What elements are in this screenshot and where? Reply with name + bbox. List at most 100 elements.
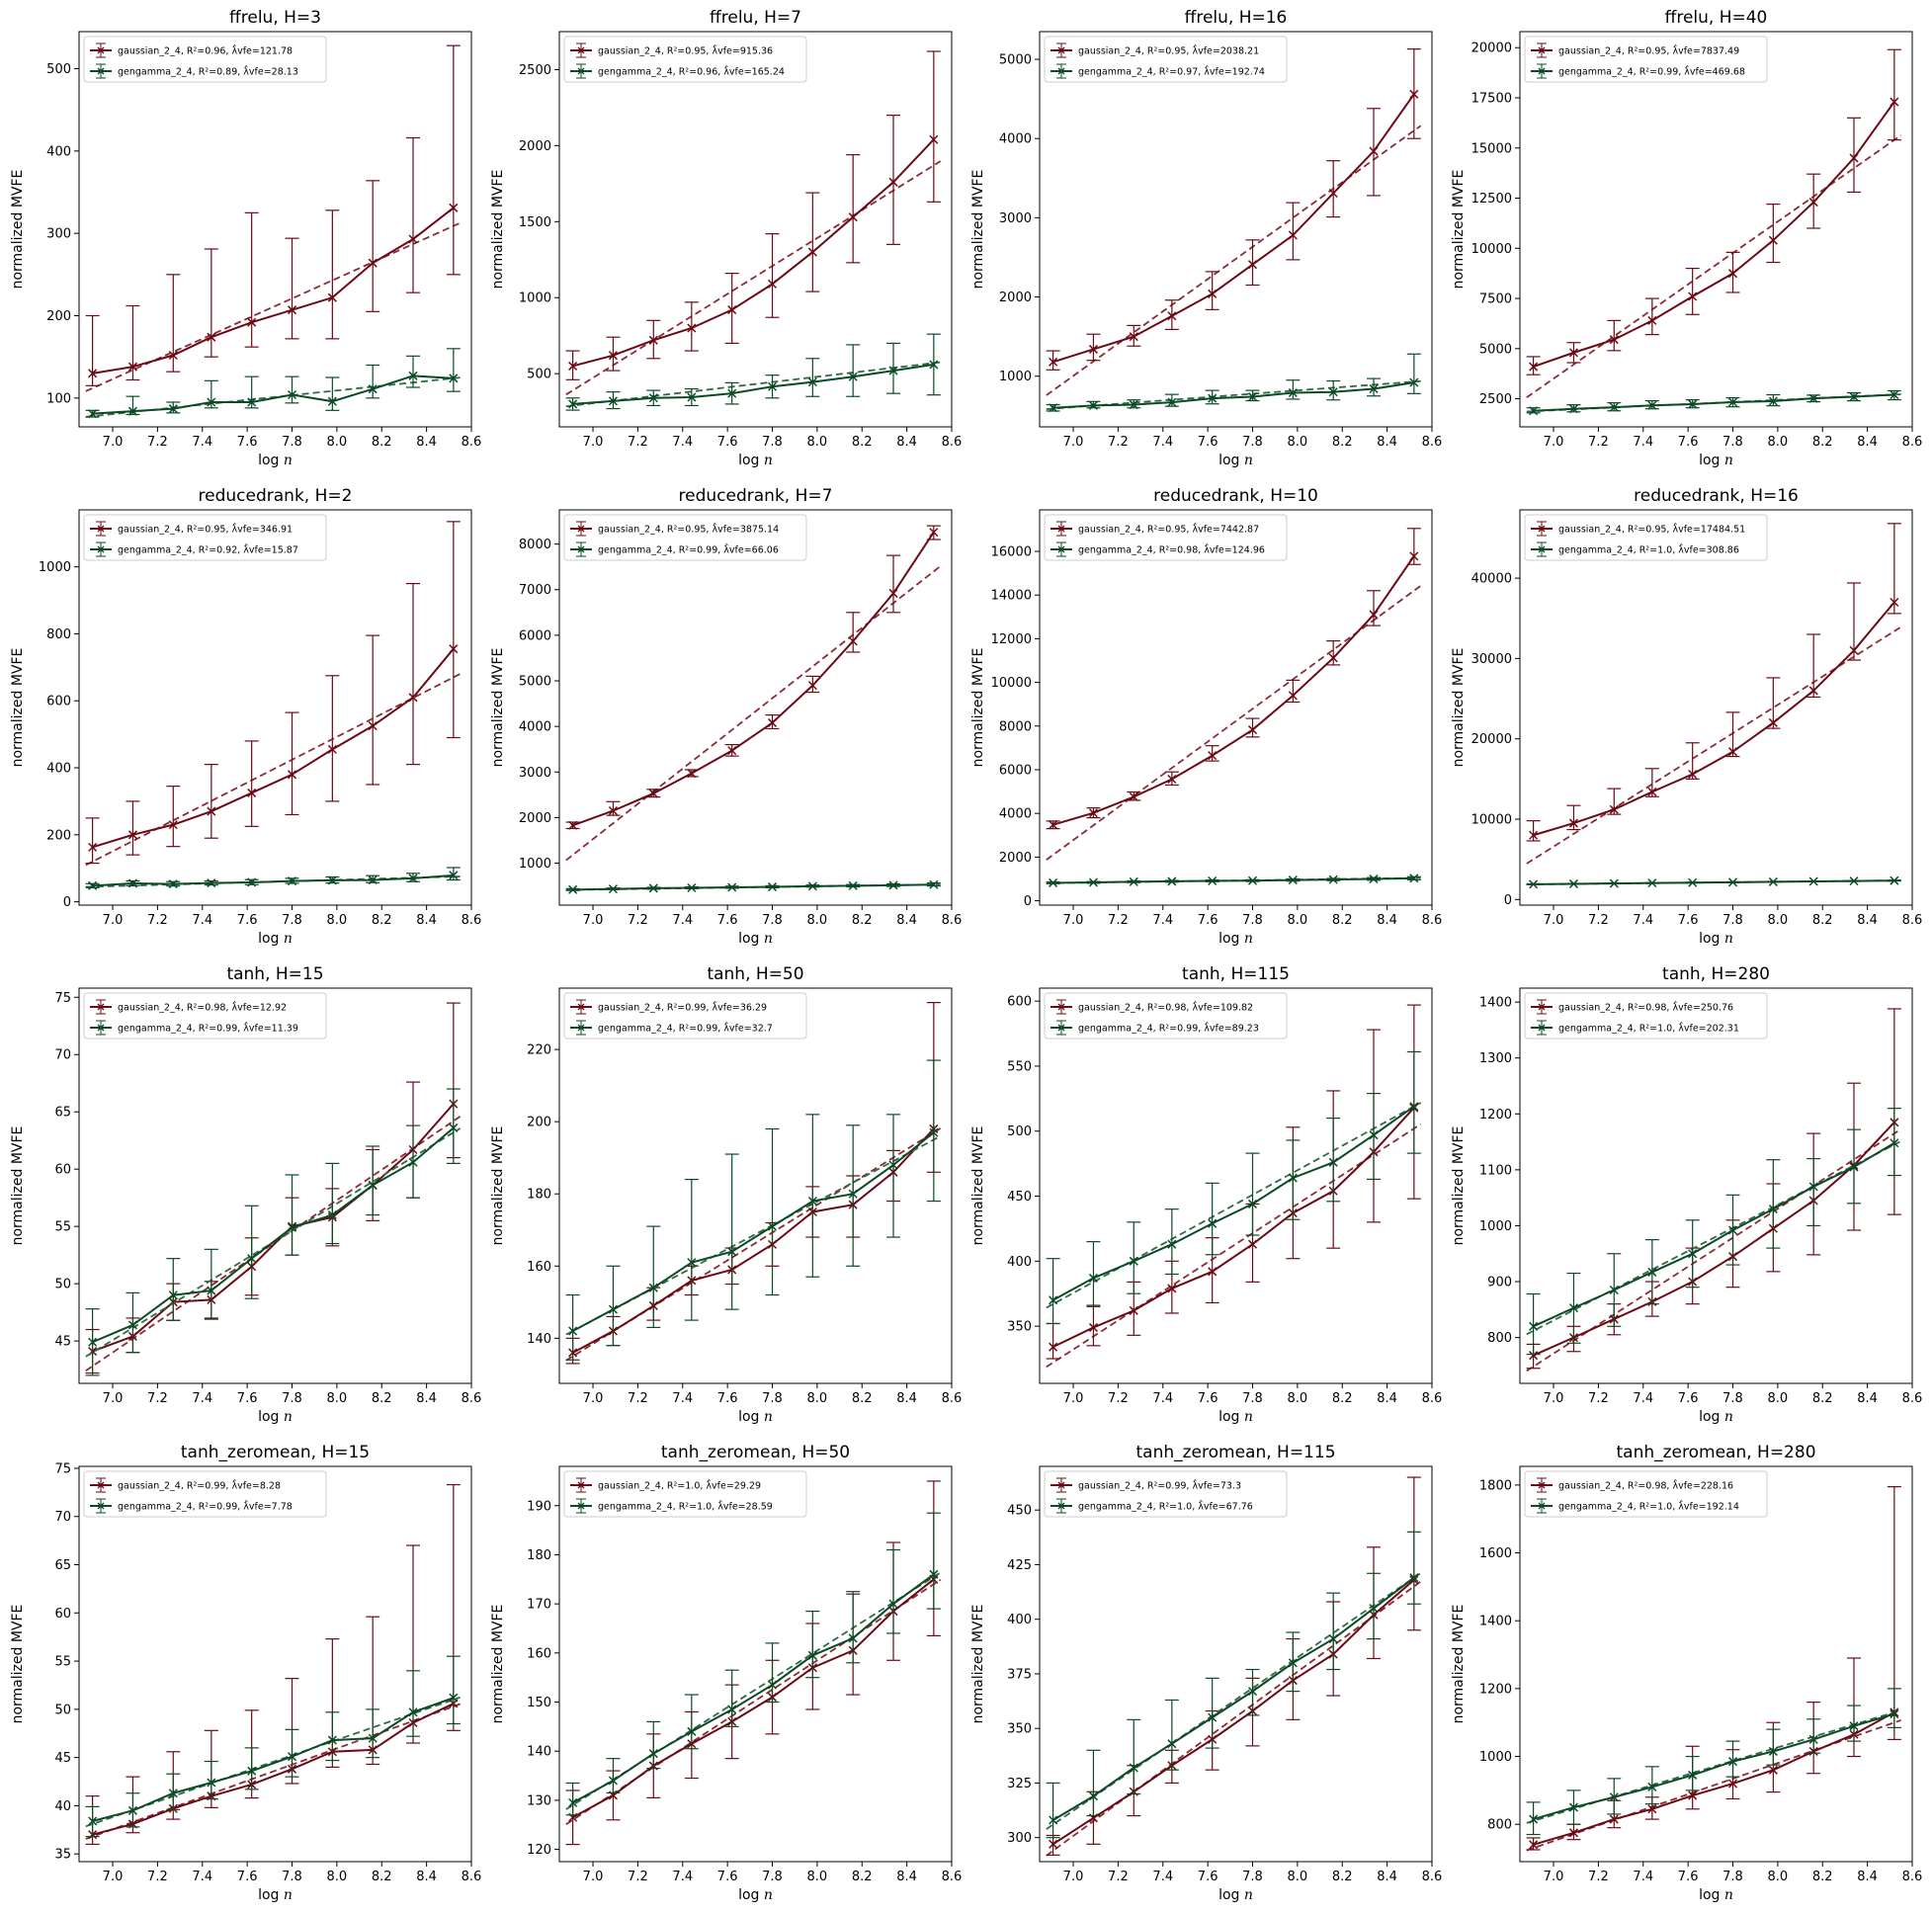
legend-stats: , R²=0.95, λ̂vfe=915.36 xyxy=(661,44,773,57)
x-tick-label: 8.4 xyxy=(1377,1870,1397,1884)
legend-label: gaussian_2_4, R²=0.98, λ̂vfe=109.82 xyxy=(1078,1001,1253,1014)
data-point xyxy=(207,878,216,888)
x-tick-label: 7.0 xyxy=(583,1391,604,1406)
chart-panel: tanh, H=115 7.0 7.2 7.4 7.6 7.8 8.0 8.2 8.4 8.6 35… xyxy=(970,964,1442,1425)
legend: gaussian_2_4, R²=0.98, λ̂vfe=228.16 genga… xyxy=(1524,1470,1768,1518)
legend: gaussian_2_4, R²=0.99, λ̂vfe=36.29 gengam… xyxy=(563,992,807,1040)
x-tick-label: 7.6 xyxy=(1678,1870,1699,1884)
chart-panel: tanh, H=50 7.0 7.2 7.4 7.6 7.8 8.0 8.2 8.4 8.6 140… xyxy=(490,964,962,1425)
data-point xyxy=(368,721,378,731)
legend-series-name: gaussian_2_4 xyxy=(1078,1003,1141,1014)
x-tick-label: 8.2 xyxy=(852,1870,873,1884)
series-line xyxy=(1052,1576,1415,1821)
legend-box xyxy=(1044,1470,1288,1518)
series-line xyxy=(92,1103,455,1353)
y-tick-label: 425 xyxy=(1007,1558,1032,1573)
legend-label: gaussian_2_4, R²=0.99, λ̂vfe=8.28 xyxy=(118,1479,281,1492)
legend: gaussian_2_4, R²=0.96, λ̂vfe=121.78 genga… xyxy=(83,36,327,83)
data-point xyxy=(848,1633,858,1643)
x-tick-label: 8.4 xyxy=(1377,435,1397,450)
y-tick-label: 350 xyxy=(1007,1320,1032,1335)
data-point xyxy=(1288,691,1298,701)
data-point xyxy=(1647,315,1657,325)
x-tick-label: 8.2 xyxy=(1812,913,1833,928)
y-tick-label: 50 xyxy=(54,1703,71,1717)
y-tick-label: 170 xyxy=(527,1598,551,1613)
data-point xyxy=(1288,875,1298,885)
data-point xyxy=(88,1337,98,1347)
x-tick-label: 7.2 xyxy=(1588,1870,1609,1884)
data-point xyxy=(1369,146,1379,156)
series-gaussian_2_4 xyxy=(85,1483,461,1846)
x-tick-label: 7.4 xyxy=(1633,1870,1653,1884)
y-axis-label: normalized MVFE xyxy=(490,1126,506,1246)
data-point xyxy=(1129,876,1138,886)
legend-series-name: gaussian_2_4 xyxy=(598,1481,661,1492)
series-line xyxy=(1052,876,1414,884)
data-point xyxy=(1768,1746,1778,1756)
legend-box xyxy=(563,514,807,561)
data-point xyxy=(608,1776,618,1786)
data-point xyxy=(767,1680,778,1690)
panel-title: tanh, H=15 xyxy=(226,964,323,984)
x-tick-label: 7.0 xyxy=(1063,1391,1084,1406)
legend-label: gengamma_2_4, R²=1.0, λ̂vfe=192.14 xyxy=(1558,1500,1739,1513)
y-tick-label: 6000 xyxy=(519,628,551,643)
series-gengamma_2_4 xyxy=(85,348,461,419)
data-point xyxy=(1529,406,1539,416)
x-tick-label: 8.0 xyxy=(327,1870,348,1884)
chart-panel: ffrelu, H=3 7.0 7.2 7.4 7.6 7.8 8.0 8.2 8.4 8.6 10… xyxy=(10,8,481,468)
y-tick-label: 2000 xyxy=(999,851,1032,866)
fit-line xyxy=(1046,1102,1422,1309)
data-point xyxy=(88,1816,98,1826)
x-tick-label: 7.4 xyxy=(192,1391,212,1406)
legend-series-name: gaussian_2_4 xyxy=(1078,525,1141,536)
legend-item: gengamma_2_4, R²=0.96, λ̂vfe=165.24 xyxy=(570,63,785,79)
data-point xyxy=(408,371,418,380)
y-tick-label: 150 xyxy=(527,1696,551,1710)
data-point xyxy=(127,878,137,888)
data-point xyxy=(1568,1303,1578,1313)
data-point xyxy=(1688,291,1698,301)
data-point xyxy=(327,875,337,885)
data-point xyxy=(1808,393,1818,403)
x-tick-label: 8.0 xyxy=(1288,435,1308,450)
x-tick-label: 7.4 xyxy=(1152,913,1173,928)
x-tick-label: 8.4 xyxy=(416,1870,437,1884)
legend-item: gengamma_2_4, R²=0.92, λ̂vfe=15.87 xyxy=(90,541,298,557)
axes-frame xyxy=(78,987,472,1384)
data-point xyxy=(1049,357,1058,367)
data-point xyxy=(1208,1218,1218,1228)
legend-box xyxy=(1524,514,1768,561)
x-tick-label: 8.0 xyxy=(1768,435,1789,450)
data-point xyxy=(568,820,578,830)
legend-label: gengamma_2_4, R²=0.99, λ̂vfe=66.06 xyxy=(598,543,779,556)
data-point xyxy=(1529,362,1539,372)
data-point xyxy=(449,1123,459,1132)
legend-stats: , R²=0.99, λ̂vfe=11.39 xyxy=(193,1022,298,1035)
x-tick-label: 7.2 xyxy=(147,913,168,928)
data-point xyxy=(767,279,778,289)
x-tick-label: 7.6 xyxy=(1198,1870,1218,1884)
x-tick-label: 7.2 xyxy=(628,913,648,928)
legend-series-name: gaussian_2_4 xyxy=(1078,1481,1141,1492)
x-axis-label: log n xyxy=(1699,453,1733,468)
x-tick-label: 7.2 xyxy=(628,1870,648,1884)
data-point xyxy=(929,134,939,144)
data-point xyxy=(168,879,178,889)
legend-item: gengamma_2_4, R²=1.0, λ̂vfe=308.86 xyxy=(1531,541,1739,557)
series-line xyxy=(1533,101,1895,369)
y-tick-label: 60 xyxy=(54,1607,71,1622)
x-tick-label: 7.0 xyxy=(103,1870,124,1884)
data-point xyxy=(767,717,778,727)
legend-stats: , R²=0.98, λ̂vfe=228.16 xyxy=(1622,1479,1733,1492)
x-tick-label: 7.0 xyxy=(1544,435,1564,450)
data-point xyxy=(568,399,578,409)
legend-item: gengamma_2_4, R²=1.0, λ̂vfe=192.14 xyxy=(1531,1498,1739,1514)
data-point xyxy=(1808,686,1818,696)
legend-series-name: gengamma_2_4 xyxy=(1078,1024,1153,1035)
x-tick-label: 7.8 xyxy=(762,435,783,450)
data-point xyxy=(1768,1765,1778,1775)
x-tick-label: 7.0 xyxy=(1063,913,1084,928)
data-point xyxy=(1529,1840,1539,1850)
